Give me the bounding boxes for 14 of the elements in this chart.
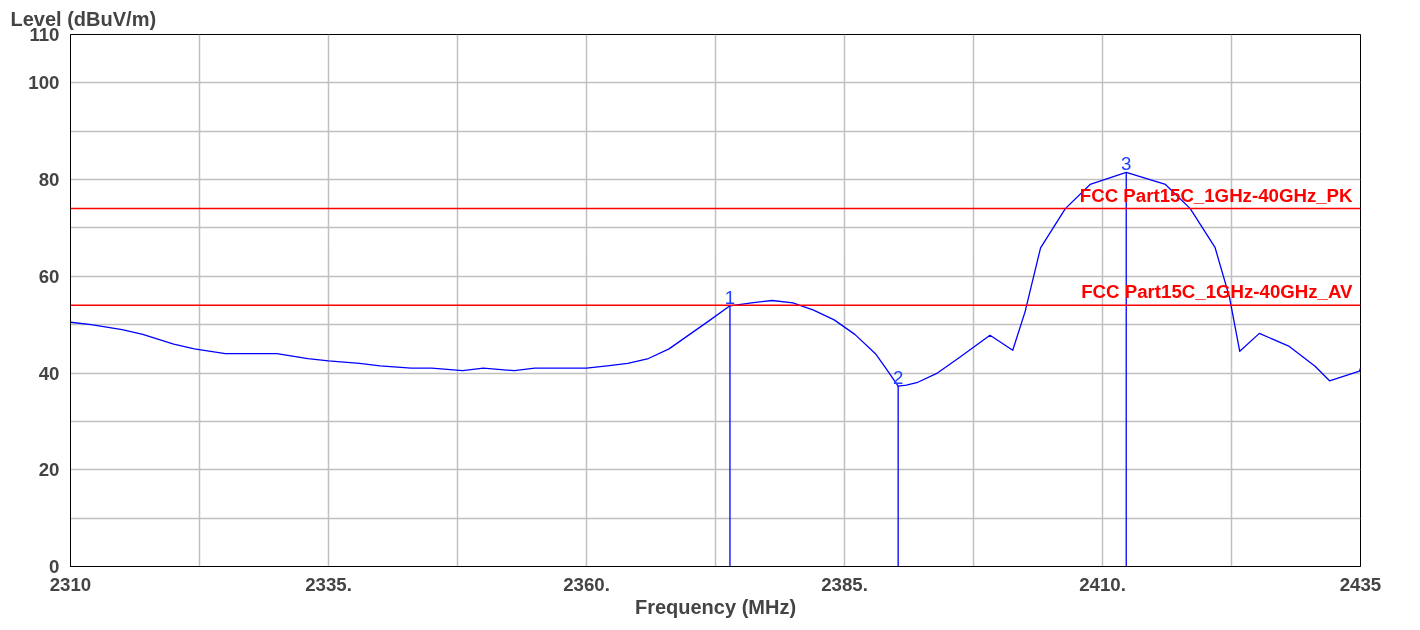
annotation: 2 (892, 367, 904, 389)
x-tick-label: 2360. (563, 573, 610, 595)
annotation: 3 (1121, 153, 1132, 175)
y-tick-label: 20 (38, 459, 60, 481)
y-tick-label: 100 (28, 72, 60, 94)
x-tick-label: 2435 (1339, 573, 1382, 595)
x-tick-label: 2335. (305, 573, 352, 595)
y-tick-label: 40 (38, 362, 60, 384)
annotation: 1 (724, 286, 736, 308)
x-tick-label: 2410. (1079, 573, 1126, 595)
y-tick-label: 80 (38, 169, 60, 191)
x-axis-title: Frequency (MHz) (634, 595, 797, 618)
x-tick-label: 2385. (821, 573, 868, 595)
y-tick-label: 60 (38, 265, 60, 287)
